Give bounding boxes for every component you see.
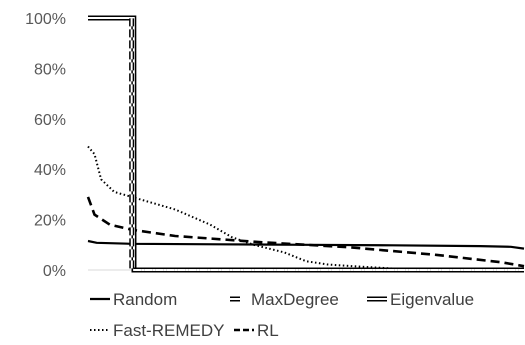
legend-item-rl: RL [234,321,279,340]
legend-item-random: Random [90,290,177,309]
y-tick-label: 40% [34,162,66,179]
series-line-outer [88,15,524,273]
y-axis-ticks: 0% 20% 40% 60% 80% 100% [25,11,66,280]
legend-label: Eigenvalue [390,290,474,309]
y-tick-label: 80% [34,61,66,78]
series-line [86,196,525,268]
legend-item-maxdegree: MaxDegree [230,290,339,309]
series-rl [86,196,525,268]
y-tick-label: 0% [43,263,66,280]
series-eigenvalue [88,15,524,273]
legend-label: Fast-REMEDY [113,321,224,340]
series-line-inner [88,17,524,271]
series-line-inner [88,17,524,271]
legend-label: Random [113,290,177,309]
y-tick-label: 100% [25,11,66,28]
series-maxdegree [88,15,524,273]
legend-item-eigenvalue: Eigenvalue [367,290,474,309]
legend-item-fast-remedy: Fast-REMEDY [90,321,224,340]
series-line-outer [88,15,524,273]
series-fast-remedy [87,145,525,271]
y-tick-label: 20% [34,213,66,230]
series-line [87,239,525,250]
legend: Random MaxDegree Eigenvalue Fast-REMEDY RL [90,290,474,340]
series-line [87,145,525,271]
series-layer [86,15,525,273]
legend-label: RL [257,321,279,340]
y-tick-label: 60% [34,112,66,129]
legend-label: MaxDegree [251,290,339,309]
series-random [87,239,525,250]
